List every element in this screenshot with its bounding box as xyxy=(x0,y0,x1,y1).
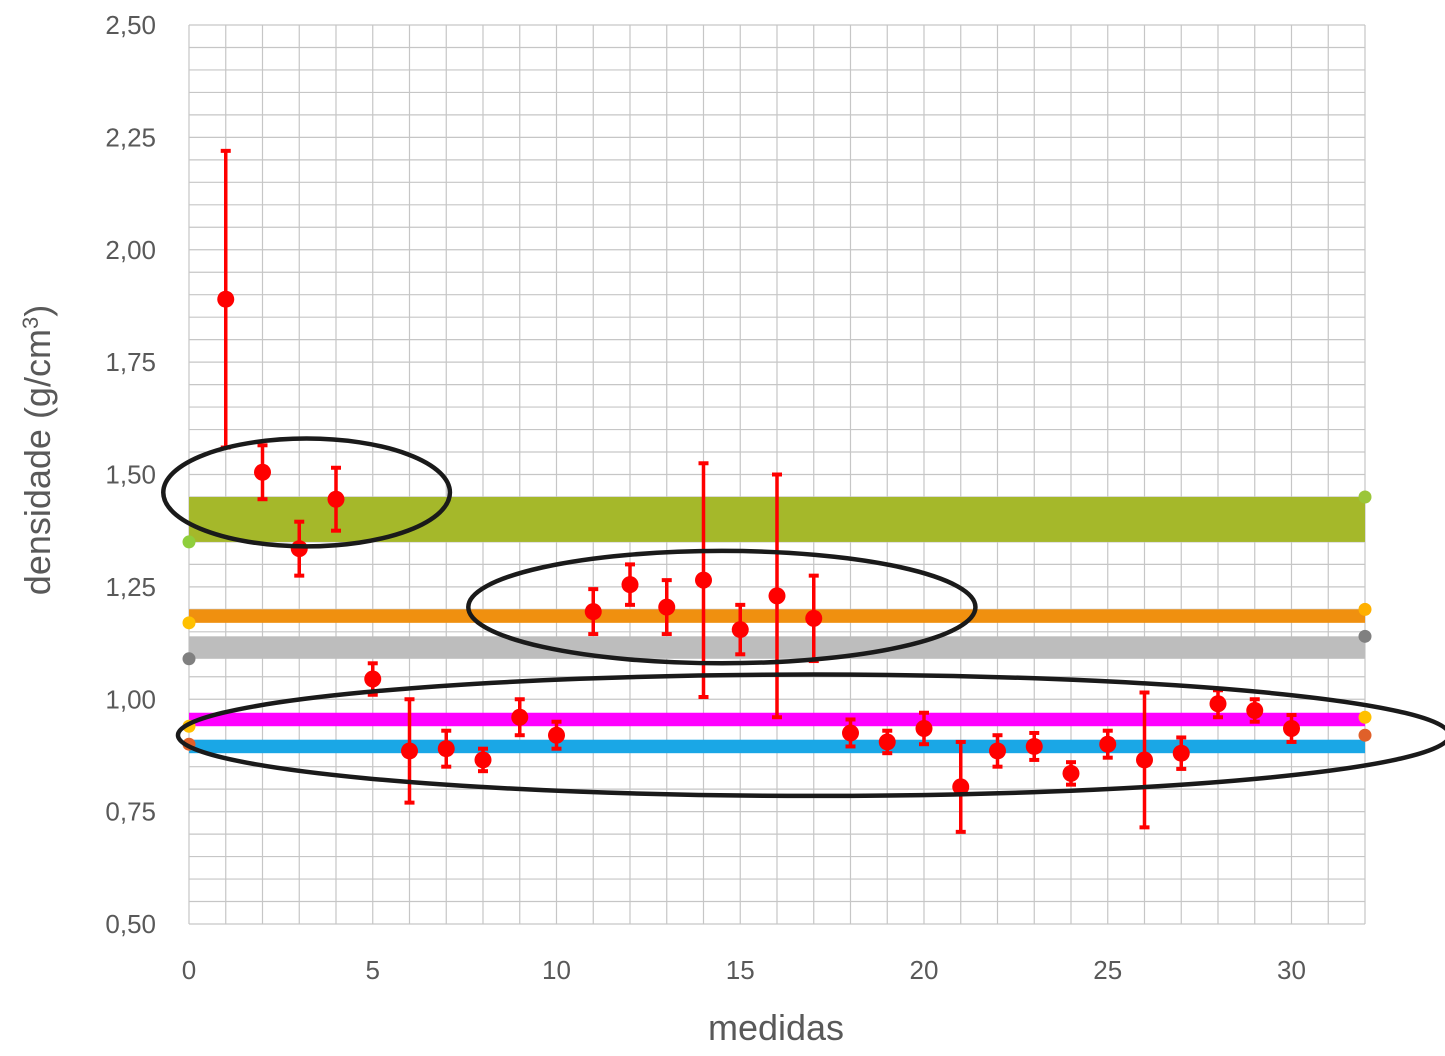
band-end-marker xyxy=(1358,490,1372,504)
highlight-ellipse xyxy=(466,548,978,666)
y-tick-label: 0,50 xyxy=(105,909,156,939)
data-point xyxy=(842,724,859,742)
data-point xyxy=(437,740,455,758)
band-end-marker xyxy=(1358,629,1372,643)
data-point xyxy=(1246,701,1264,719)
data-point xyxy=(511,708,529,726)
highlight-ellipses xyxy=(161,436,1445,799)
x-tick-label: 15 xyxy=(726,955,755,985)
band-start-marker xyxy=(182,616,196,630)
data-point xyxy=(878,733,896,751)
data-point xyxy=(1136,751,1153,769)
y-tick-label: 0,75 xyxy=(105,797,156,827)
y-tick-label: 1,75 xyxy=(105,347,156,377)
data-point xyxy=(621,576,639,594)
y-axis-title-superscript: 3 xyxy=(18,317,43,329)
gridlines xyxy=(188,24,1366,925)
highlight-ellipse xyxy=(161,436,453,549)
reference-band xyxy=(189,712,1365,727)
data-point xyxy=(584,603,602,621)
x-tick-label: 5 xyxy=(366,955,380,985)
band-end-marker xyxy=(1358,728,1372,742)
data-point xyxy=(1099,735,1117,753)
data-point xyxy=(805,609,823,627)
data-point xyxy=(989,742,1006,760)
measurement-points xyxy=(217,148,1300,834)
data-point xyxy=(1172,744,1190,762)
y-tick-label: 1,50 xyxy=(105,460,156,490)
data-point xyxy=(548,726,565,744)
y-axis-title-main: densidade (g/cm xyxy=(17,329,58,595)
band-start-marker xyxy=(182,535,196,549)
data-point xyxy=(658,598,676,616)
data-point xyxy=(364,670,382,688)
data-point xyxy=(695,571,712,589)
x-tick-label: 20 xyxy=(910,955,939,985)
data-point xyxy=(401,742,418,760)
highlight-ellipse xyxy=(175,672,1445,799)
data-point xyxy=(327,490,345,508)
band-end-marker xyxy=(1358,710,1372,724)
data-point xyxy=(1283,719,1300,737)
y-tick-label: 2,00 xyxy=(105,235,156,265)
data-point xyxy=(474,751,492,769)
band-start-marker xyxy=(182,652,196,666)
data-point xyxy=(915,719,933,737)
x-axis-title: medidas xyxy=(708,1007,844,1048)
y-axis-title-close: ) xyxy=(17,305,58,317)
reference-band-endpoints xyxy=(182,490,1372,751)
x-tick-label: 30 xyxy=(1277,955,1306,985)
data-point xyxy=(768,587,786,605)
y-tick-label: 1,25 xyxy=(105,572,156,602)
y-tick-label: 1,00 xyxy=(105,684,156,714)
data-point xyxy=(1062,764,1080,782)
data-point xyxy=(217,290,235,308)
data-point xyxy=(1209,695,1227,713)
data-point xyxy=(254,463,271,481)
x-tick-label: 0 xyxy=(182,955,196,985)
data-point xyxy=(952,778,970,796)
y-axis-title: densidade (g/cm3) xyxy=(17,305,58,595)
band-end-marker xyxy=(1358,602,1372,616)
x-tick-label: 25 xyxy=(1093,955,1122,985)
data-point xyxy=(1025,737,1043,755)
y-axis-tick-labels: 0,50 0,75 1,00 1,25 1,50 1,75 2,00 2,25 2,50 xyxy=(105,10,156,939)
data-point xyxy=(731,621,749,639)
y-tick-label: 2,50 xyxy=(105,10,156,40)
x-tick-label: 10 xyxy=(542,955,571,985)
y-tick-label: 2,25 xyxy=(105,122,156,152)
x-axis-tick-labels: 0 5 10 15 20 25 30 xyxy=(182,955,1306,985)
